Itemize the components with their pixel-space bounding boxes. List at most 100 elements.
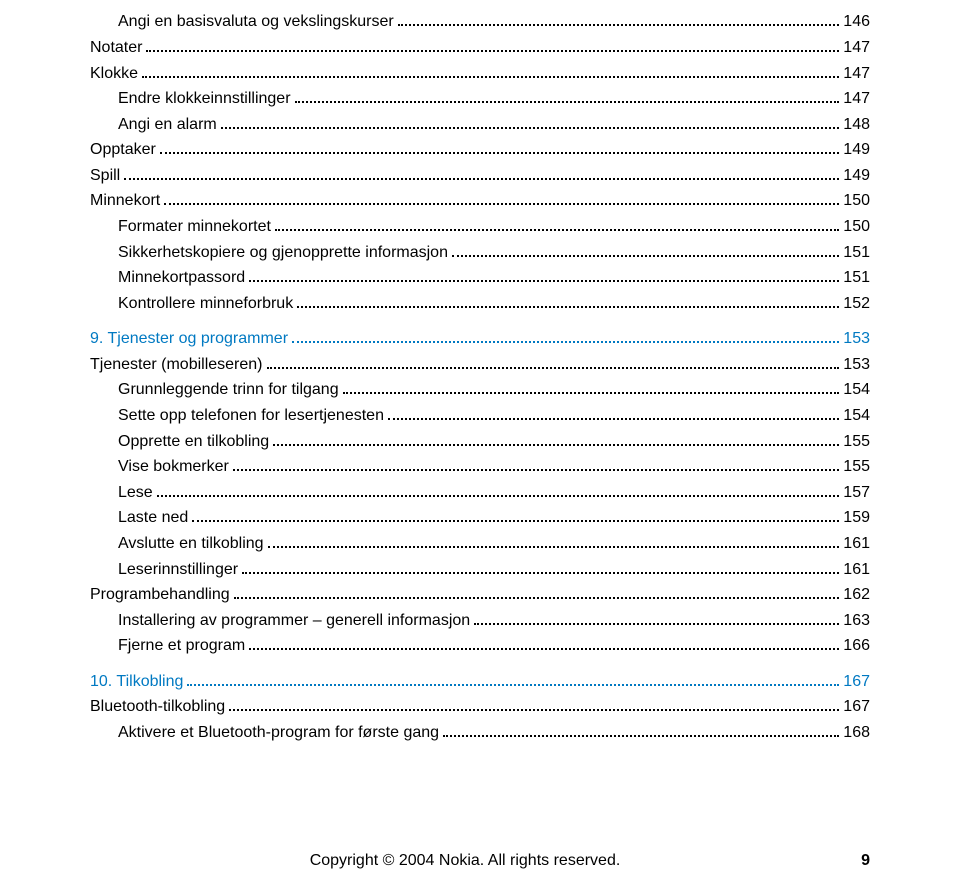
- table-of-contents: Angi en basisvaluta og vekslingskurser 14…: [90, 10, 870, 744]
- toc-entry: Angi en alarm148: [90, 112, 870, 136]
- toc-dot-leader: [398, 10, 840, 26]
- toc-dot-leader: [242, 557, 839, 573]
- toc-entry-label: Klokke: [90, 62, 138, 85]
- toc-entry: Vise bokmerker155: [90, 455, 870, 479]
- toc-entry-page: 153: [843, 353, 870, 376]
- toc-entry-label: Lese: [118, 481, 153, 504]
- toc-entry-label: Sikkerhetskopiere og gjenopprette inform…: [118, 241, 448, 264]
- toc-entry-page: 149: [843, 138, 870, 161]
- toc-entry-page: 166: [843, 634, 870, 657]
- toc-entry-label: Spill: [90, 164, 120, 187]
- toc-entry-label: Bluetooth-tilkobling: [90, 695, 225, 718]
- toc-entry-label: Angi en basisvaluta og vekslingskurser: [118, 10, 394, 33]
- toc-entry: Opptaker149: [90, 138, 870, 162]
- toc-entry-page: 153: [843, 327, 870, 350]
- toc-dot-leader: [343, 378, 840, 394]
- toc-dot-leader: [443, 721, 839, 737]
- toc-entry: Tjenester (mobilleseren) 153: [90, 353, 870, 377]
- toc-entry-page: 162: [843, 583, 870, 606]
- toc-dot-leader: [273, 429, 839, 445]
- toc-dot-leader: [146, 36, 839, 52]
- copyright-text: Copyright © 2004 Nokia. All rights reser…: [90, 852, 840, 870]
- toc-dot-leader: [142, 61, 839, 77]
- toc-dot-leader: [164, 189, 839, 205]
- toc-entry: Spill 149: [90, 163, 870, 187]
- toc-entry-page: 150: [843, 215, 870, 238]
- toc-entry: Sikkerhetskopiere og gjenopprette inform…: [90, 240, 870, 264]
- toc-entry-label: Leserinnstillinger: [118, 558, 238, 581]
- toc-entry-label: Opprette en tilkobling: [118, 430, 269, 453]
- toc-spacer: [90, 659, 870, 669]
- toc-entry: Notater 147: [90, 36, 870, 60]
- toc-entry-label: Vise bokmerker: [118, 455, 229, 478]
- toc-dot-leader: [295, 87, 840, 103]
- toc-dot-leader: [229, 695, 839, 711]
- toc-entry-label: Sette opp telefonen for lesertjenesten: [118, 404, 384, 427]
- toc-dot-leader: [234, 583, 840, 599]
- page-number: 9: [840, 852, 870, 870]
- toc-entry-page: 147: [843, 36, 870, 59]
- toc-entry: Opprette en tilkobling 155: [90, 429, 870, 453]
- toc-entry-label: Endre klokkeinnstillinger: [118, 87, 291, 110]
- toc-entry-label: Avslutte en tilkobling: [118, 532, 264, 555]
- toc-entry-label: Fjerne et program: [118, 634, 245, 657]
- toc-entry: 10. Tilkobling 167: [90, 669, 870, 693]
- toc-entry-label: Installering av programmer – generell in…: [118, 609, 470, 632]
- toc-entry: Leserinnstillinger 161: [90, 557, 870, 581]
- toc-entry-label: Minnekort: [90, 189, 160, 212]
- toc-entry: 9. Tjenester og programmer 153: [90, 327, 870, 351]
- toc-dot-leader: [249, 266, 839, 282]
- toc-entry: Installering av programmer – generell in…: [90, 608, 870, 632]
- toc-entry-page: 147: [843, 87, 870, 110]
- toc-entry: Sette opp telefonen for lesertjenesten 15…: [90, 404, 870, 428]
- toc-entry-label: Laste ned: [118, 506, 188, 529]
- toc-entry-page: 167: [843, 670, 870, 693]
- toc-entry-label: Aktivere et Bluetooth-program for første…: [118, 721, 439, 744]
- toc-dot-leader: [157, 480, 840, 496]
- toc-entry-page: 152: [843, 292, 870, 315]
- toc-entry: Grunnleggende trinn for tilgang154: [90, 378, 870, 402]
- toc-entry-page: 161: [843, 558, 870, 581]
- toc-dot-leader: [160, 138, 839, 154]
- toc-entry: Fjerne et program 166: [90, 634, 870, 658]
- toc-entry: Angi en basisvaluta og vekslingskurser14…: [90, 10, 870, 34]
- toc-entry-page: 157: [843, 481, 870, 504]
- toc-entry-label: Notater: [90, 36, 142, 59]
- toc-dot-leader: [249, 634, 839, 650]
- toc-entry-page: 149: [843, 164, 870, 187]
- toc-entry: Lese 157: [90, 480, 870, 504]
- toc-dot-leader: [192, 506, 839, 522]
- toc-dot-leader: [233, 455, 839, 471]
- toc-entry-page: 163: [843, 609, 870, 632]
- toc-spacer: [90, 317, 870, 327]
- toc-entry-label: Formater minnekortet: [118, 215, 271, 238]
- toc-entry-page: 151: [843, 241, 870, 264]
- toc-entry-page: 168: [843, 721, 870, 744]
- toc-entry-page: 148: [843, 113, 870, 136]
- toc-entry-label: 10. Tilkobling: [90, 670, 183, 693]
- toc-entry: Endre klokkeinnstillinger 147: [90, 87, 870, 111]
- toc-entry: Kontrollere minneforbruk152: [90, 291, 870, 315]
- toc-entry: Minnekort150: [90, 189, 870, 213]
- toc-entry: Avslutte en tilkobling 161: [90, 532, 870, 556]
- toc-entry-label: 9. Tjenester og programmer: [90, 327, 288, 350]
- toc-entry: Formater minnekortet 150: [90, 215, 870, 239]
- page-container: Angi en basisvaluta og vekslingskurser 14…: [0, 0, 960, 894]
- toc-entry-page: 167: [843, 695, 870, 718]
- toc-entry-page: 154: [843, 404, 870, 427]
- toc-entry-label: Grunnleggende trinn for tilgang: [118, 378, 339, 401]
- toc-dot-leader: [268, 532, 840, 548]
- toc-entry-label: Programbehandling: [90, 583, 230, 606]
- toc-entry-page: 161: [843, 532, 870, 555]
- toc-dot-leader: [275, 215, 839, 231]
- toc-dot-leader: [297, 291, 839, 307]
- toc-entry-page: 155: [843, 430, 870, 453]
- toc-dot-leader: [474, 608, 839, 624]
- toc-entry-label: Tjenester (mobilleseren): [90, 353, 263, 376]
- toc-dot-leader: [292, 327, 839, 343]
- toc-dot-leader: [124, 163, 839, 179]
- toc-entry: Klokke147: [90, 61, 870, 85]
- toc-entry: Bluetooth-tilkobling 167: [90, 695, 870, 719]
- toc-dot-leader: [221, 112, 840, 128]
- toc-entry-page: 159: [843, 506, 870, 529]
